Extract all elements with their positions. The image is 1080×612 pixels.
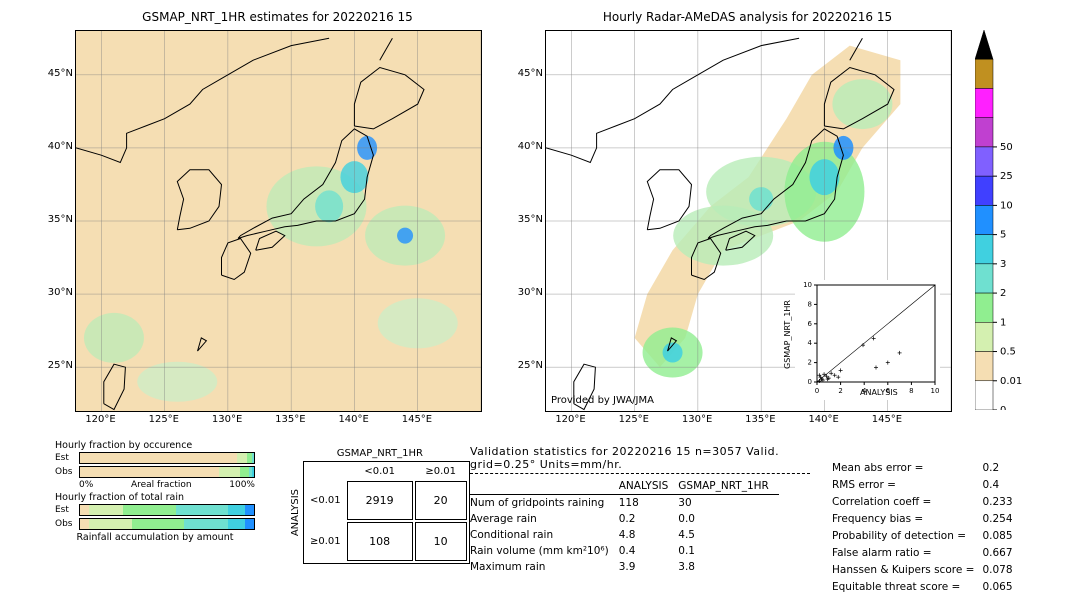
- error-stats-panel: Mean abs error =0.2RMS error =0.4Correla…: [830, 458, 1015, 596]
- svg-text:8: 8: [909, 387, 913, 395]
- svg-text:0.5: 0.5: [1000, 347, 1016, 358]
- map-b-xticks: 120°E125°E130°E135°E140°E145°E: [545, 414, 950, 428]
- cont-01: 20: [415, 481, 467, 520]
- svg-text:10: 10: [803, 281, 812, 289]
- cont-c0: <0.01: [347, 464, 413, 479]
- svg-text:0: 0: [815, 387, 819, 395]
- map-a-yticks: 25°N30°N35°N40°N45°N: [35, 30, 73, 410]
- scatter-inset: 00224466881010 GSMAP_NRT_1HR ANALYSIS: [795, 280, 940, 400]
- svg-text:10: 10: [931, 387, 940, 395]
- svg-text:1: 1: [1000, 317, 1006, 328]
- svg-text:0: 0: [808, 378, 812, 386]
- scatter-xlabel: ANALYSIS: [860, 388, 898, 397]
- frac-occ-title: Hourly fraction by occurence: [55, 440, 255, 451]
- svg-text:10: 10: [1000, 200, 1013, 211]
- frac-tot-title: Hourly fraction of total rain: [55, 492, 255, 503]
- svg-text:4: 4: [808, 339, 813, 347]
- cont-11: 10: [415, 522, 467, 561]
- frac-footer: Rainfall accumulation by amount: [55, 532, 255, 543]
- svg-text:2: 2: [838, 387, 842, 395]
- svg-text:50: 50: [1000, 142, 1013, 153]
- map-a-xticks: 120°E125°E130°E135°E140°E145°E: [75, 414, 480, 428]
- provider-label: Provided by JWA/JMA: [551, 395, 654, 406]
- panel-a-title-text: GSMAP_NRT_1HR estimates for 20220216 15: [75, 10, 480, 24]
- colorbar-svg: 0 0.01 0.5 1 2 3 5 10 25 50: [975, 30, 1045, 410]
- cont-colhdr: GSMAP_NRT_1HR: [290, 448, 470, 459]
- fraction-panel: Hourly fraction by occurence EstObs 0% A…: [55, 438, 255, 544]
- colorbar: 0 0.01 0.5 1 2 3 5 10 25 50: [975, 30, 1045, 410]
- cont-r0: <0.01: [306, 481, 345, 520]
- svg-text:5: 5: [1000, 230, 1006, 241]
- scatter-svg: 00224466881010: [795, 280, 940, 400]
- figure-root: GSMAP_NRT_1HR estimates for 20220216 15 …: [0, 0, 1080, 612]
- contingency-panel: GSMAP_NRT_1HR ANALYSIS <0.01≥0.01 <0.01 …: [290, 448, 470, 564]
- panel-a-title: GSMAP_NRT_1HR estimates for 20220216 15: [75, 10, 480, 24]
- validation-header: Validation statistics for 20220216 15 n=…: [470, 445, 810, 474]
- frac-xleft: 0%: [79, 480, 93, 490]
- svg-text:0.01: 0.01: [1000, 376, 1022, 387]
- cont-r1: ≥0.01: [306, 522, 345, 561]
- svg-text:8: 8: [808, 300, 812, 308]
- cont-c1: ≥0.01: [415, 464, 467, 479]
- cont-10: 108: [347, 522, 413, 561]
- map-b-yticks: 25°N30°N35°N40°N45°N: [505, 30, 543, 410]
- validation-table: ANALYSISGSMAP_NRT_1HRNum of gridpoints r…: [470, 478, 779, 575]
- svg-text:25: 25: [1000, 171, 1013, 182]
- svg-text:2: 2: [1000, 288, 1006, 299]
- panel-b-title-text: Hourly Radar-AMeDAS analysis for 2022021…: [545, 10, 950, 24]
- panel-b-title: Hourly Radar-AMeDAS analysis for 2022021…: [545, 10, 950, 24]
- svg-text:2: 2: [808, 359, 812, 367]
- frac-xtitle: Areal fraction: [131, 480, 192, 490]
- cont-00: 2919: [347, 481, 413, 520]
- contingency-table: <0.01≥0.01 <0.01 2919 20 ≥0.01 108 10: [303, 461, 470, 564]
- scatter-ylabel: GSMAP_NRT_1HR: [783, 300, 792, 369]
- frac-xright: 100%: [229, 480, 255, 490]
- svg-text:6: 6: [808, 320, 813, 328]
- frac-tot-bars: EstObs: [55, 504, 255, 530]
- map-a-svg: [75, 30, 482, 412]
- panel-a-map: [75, 30, 480, 410]
- frac-occ-bars: EstObs: [55, 452, 255, 478]
- validation-panel: Validation statistics for 20220216 15 n=…: [470, 445, 810, 575]
- error-stats-table: Mean abs error =0.2RMS error =0.4Correla…: [830, 458, 1015, 596]
- svg-text:3: 3: [1000, 259, 1006, 270]
- cont-rowhdr: ANALYSIS: [290, 489, 301, 536]
- svg-text:0: 0: [1000, 405, 1006, 410]
